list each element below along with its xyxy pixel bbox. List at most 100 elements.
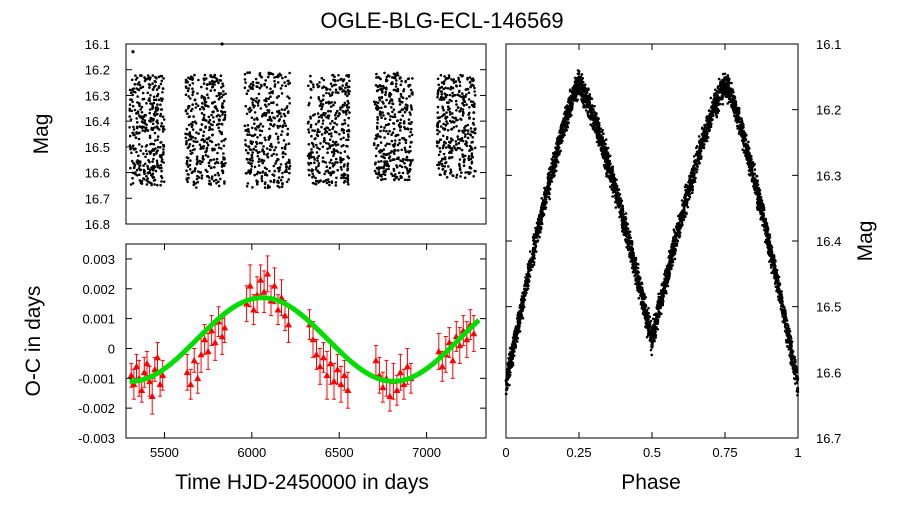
- lightcurve-time-point: [141, 129, 144, 132]
- lightcurve-time-point: [220, 74, 223, 77]
- lightcurve-time-point: [347, 85, 350, 88]
- lightcurve-time-point: [213, 166, 216, 169]
- lightcurve-time-point: [222, 170, 225, 173]
- lightcurve-time-point: [187, 90, 190, 93]
- lightcurve-time-point: [288, 168, 291, 171]
- lightcurve-time-point: [460, 171, 463, 174]
- oc-y-tick-label: -0.003: [78, 431, 115, 446]
- lightcurve-time-point: [153, 179, 156, 182]
- lightcurve-time-point: [333, 163, 336, 166]
- lightcurve-time-frame: [126, 44, 486, 224]
- lightcurve-time-point: [259, 72, 262, 75]
- phased-point: [761, 199, 764, 202]
- lightcurve-time-point: [277, 138, 280, 141]
- lightcurve-time-point: [322, 146, 325, 149]
- lightcurve-time-point: [209, 140, 212, 143]
- lightcurve-time-point: [403, 139, 406, 142]
- lightcurve-time-point: [159, 103, 162, 106]
- lightcurve-time-point: [156, 95, 159, 98]
- lightcurve-time-y-tick-label: 16.2: [85, 63, 110, 78]
- lightcurve-time-point: [405, 142, 408, 145]
- lightcurve-time-point: [146, 165, 149, 168]
- lightcurve-time-point: [156, 166, 159, 169]
- lightcurve-time-point: [384, 178, 387, 181]
- lightcurve-time-point: [399, 77, 402, 80]
- lightcurve-time-point: [160, 125, 163, 128]
- lightcurve-time-point: [318, 162, 321, 165]
- lightcurve-time-point: [322, 103, 325, 106]
- lightcurve-time-point: [437, 89, 440, 92]
- lightcurve-time-point: [340, 168, 343, 171]
- lightcurve-time-point: [396, 72, 399, 75]
- lightcurve-time-point: [438, 147, 441, 150]
- lightcurve-time-point: [347, 102, 350, 105]
- lightcurve-time-point: [345, 113, 348, 116]
- lightcurve-time-point: [468, 106, 471, 109]
- lightcurve-time-point: [286, 105, 289, 108]
- lightcurve-time-point: [337, 79, 340, 82]
- lightcurve-time-point: [187, 87, 190, 90]
- phased-point: [724, 73, 727, 76]
- lightcurve-time-point: [395, 74, 398, 77]
- lightcurve-time-point: [470, 127, 473, 130]
- lightcurve-time-point: [220, 162, 223, 165]
- lightcurve-time-point: [323, 161, 326, 164]
- phased-frame: [506, 44, 798, 438]
- lightcurve-time-point: [137, 155, 140, 158]
- lightcurve-time-point: [245, 149, 248, 152]
- lightcurve-time-point: [315, 183, 318, 186]
- lightcurve-time-point: [268, 136, 271, 139]
- lightcurve-time-point: [396, 120, 399, 123]
- lightcurve-time-point: [384, 154, 387, 157]
- lightcurve-time-point: [323, 79, 326, 82]
- lightcurve-time-point: [384, 93, 387, 96]
- lightcurve-time-point: [191, 94, 194, 97]
- lightcurve-time-point: [144, 156, 147, 159]
- lightcurve-time-point: [210, 75, 213, 78]
- lightcurve-time-point: [327, 178, 330, 181]
- lightcurve-time-point: [466, 144, 469, 147]
- lightcurve-time-point: [312, 143, 315, 146]
- lightcurve-time-point: [377, 101, 380, 104]
- lightcurve-time-point: [388, 130, 391, 133]
- lightcurve-time-point: [280, 74, 283, 77]
- lightcurve-time-point: [376, 104, 379, 107]
- lightcurve-time-point: [438, 161, 441, 164]
- lightcurve-time-point: [137, 83, 140, 86]
- lightcurve-time-point: [192, 145, 195, 148]
- lightcurve-time-point: [195, 186, 198, 189]
- lightcurve-time-point: [267, 156, 270, 159]
- lightcurve-time-point: [401, 114, 404, 117]
- lightcurve-time-point: [375, 155, 378, 158]
- lightcurve-time-point: [216, 152, 219, 155]
- lightcurve-time-point: [317, 164, 320, 167]
- lightcurve-time-point: [283, 139, 286, 142]
- lightcurve-time-point: [436, 145, 439, 148]
- lightcurve-time-point: [289, 82, 292, 85]
- lightcurve-time-point: [215, 179, 218, 182]
- lightcurve-time-point: [163, 118, 166, 121]
- lightcurve-time-point: [472, 85, 475, 88]
- lightcurve-time-point: [269, 149, 272, 152]
- lightcurve-time-point: [204, 139, 207, 142]
- lightcurve-time-point: [136, 132, 139, 135]
- lightcurve-time-point: [333, 75, 336, 78]
- lightcurve-time-y-tick-label: 16.5: [85, 140, 110, 155]
- lightcurve-time-point: [455, 125, 458, 128]
- lightcurve-time-point: [459, 84, 462, 87]
- lightcurve-time-point: [337, 143, 340, 146]
- lightcurve-time-point: [442, 147, 445, 150]
- phased-point: [505, 393, 508, 396]
- lightcurve-time-point: [149, 94, 152, 97]
- lightcurve-time-point: [325, 87, 328, 90]
- lightcurve-time-point: [134, 91, 137, 94]
- lightcurve-time-point: [315, 123, 318, 126]
- lightcurve-time-point: [215, 144, 218, 147]
- lightcurve-time-point: [285, 163, 288, 166]
- phased-point: [585, 109, 588, 112]
- lightcurve-time-point: [341, 129, 344, 132]
- lightcurve-time-point: [147, 172, 150, 175]
- lightcurve-time-point: [472, 175, 475, 178]
- lightcurve-time-point: [258, 164, 261, 167]
- lightcurve-time-point: [275, 160, 278, 163]
